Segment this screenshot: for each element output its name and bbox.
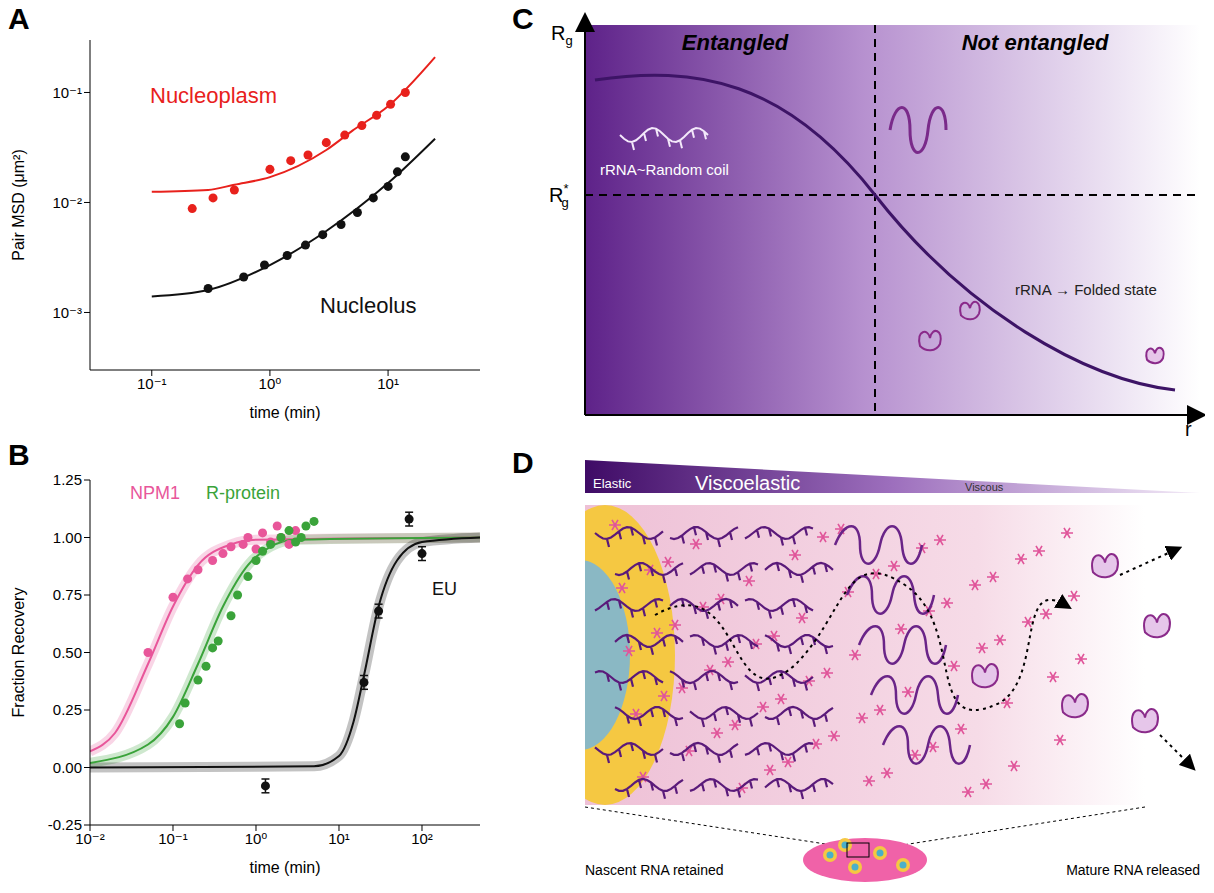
svg-text:Mature RNA released: Mature RNA released (1066, 862, 1200, 878)
svg-text:Elastic: Elastic (593, 476, 632, 491)
svg-text:Entangled: Entangled (682, 30, 789, 55)
svg-text:0.25: 0.25 (53, 701, 82, 718)
html-text:R-protein: R-protein (206, 483, 280, 503)
svg-text:Viscous: Viscous (965, 481, 1004, 493)
svg-text:-0.25: -0.25 (48, 816, 82, 833)
svg-text:10¹: 10¹ (328, 830, 350, 847)
svg-text:R*g: R*g (549, 181, 569, 210)
svg-text:Not entangled: Not entangled (962, 30, 1109, 55)
svg-text:time (min): time (min) (249, 859, 320, 876)
svg-text:Rg: Rg (551, 22, 573, 48)
html-text:A: A (8, 2, 30, 35)
html-text:C: C (512, 2, 534, 35)
html-text:Nucleoplasm: Nucleoplasm (150, 83, 278, 108)
svg-text:0.00: 0.00 (53, 759, 82, 776)
svg-text:0.50: 0.50 (53, 644, 82, 661)
svg-text:Fraction Recovery: Fraction Recovery (10, 588, 27, 718)
svg-text:10⁻¹: 10⁻¹ (52, 84, 82, 101)
svg-text:10¹: 10¹ (377, 375, 399, 392)
html-text:NPM1: NPM1 (130, 483, 180, 503)
svg-text:10⁰: 10⁰ (259, 375, 282, 392)
svg-text:10⁻²: 10⁻² (75, 829, 105, 847)
svg-text:10²: 10² (411, 830, 433, 847)
svg-text:Nascent RNA retained: Nascent RNA retained (585, 862, 724, 878)
svg-text:Pair MSD (μm²): Pair MSD (μm²) (10, 149, 27, 260)
svg-text:0.75: 0.75 (53, 586, 82, 603)
svg-text:10⁻²: 10⁻² (52, 194, 82, 211)
svg-text:r: r (1185, 418, 1192, 440)
svg-text:1.00: 1.00 (53, 529, 82, 546)
svg-text:time (min): time (min) (249, 404, 320, 421)
svg-text:1.25: 1.25 (53, 471, 82, 488)
svg-text:10⁻¹: 10⁻¹ (158, 830, 188, 847)
html-text:Nucleolus: Nucleolus (320, 293, 417, 318)
svg-text:rRNA → Folded state: rRNA → Folded state (1015, 281, 1157, 298)
svg-text:10⁻³: 10⁻³ (52, 304, 82, 321)
html-text:EU: EU (432, 579, 457, 599)
svg-text:10⁻¹: 10⁻¹ (137, 375, 167, 392)
html-text:B: B (8, 438, 30, 471)
svg-text:rRNA~Random coil: rRNA~Random coil (600, 161, 729, 178)
svg-text:10⁰: 10⁰ (245, 830, 268, 847)
svg-text:Viscoelastic: Viscoelastic (695, 472, 800, 494)
html-text:D: D (512, 446, 534, 479)
